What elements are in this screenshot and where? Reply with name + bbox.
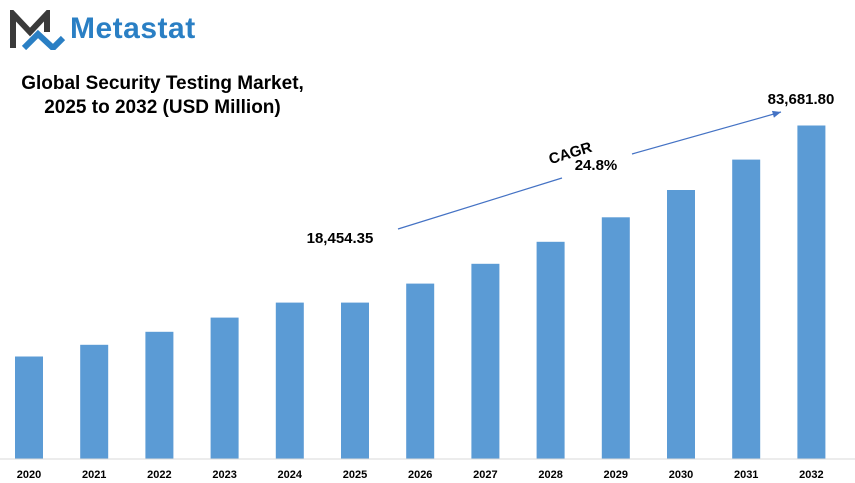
bar-2030: [667, 190, 695, 459]
brand-name: Metastat: [70, 12, 196, 45]
metastat-logo-icon: [10, 10, 66, 50]
bar-2026: [406, 283, 435, 459]
x-tick-2023: 2023: [212, 469, 236, 481]
bars-group: [15, 125, 826, 459]
chart-title-line-2: 2025 to 2032 (USD Million): [44, 97, 281, 118]
x-tick-2024: 2024: [278, 469, 303, 481]
x-tick-2022: 2022: [147, 469, 171, 481]
bar-2028: [536, 241, 565, 459]
brand-logo: Metastat: [10, 8, 240, 52]
x-tick-2031: 2031: [734, 469, 758, 481]
bar-2025: [341, 302, 369, 459]
start-value-label: 18,454.35: [307, 230, 374, 247]
cagr-arrow-line-2: [631, 110, 782, 155]
bar-2031: [732, 159, 761, 459]
x-tick-labels: 2020 2021 2022 2023 2024 2025 2026 2027 2028 2029…: [17, 469, 824, 481]
chart-title-line-1: Global Security Testing Market,: [21, 73, 304, 94]
bar-2020: [15, 356, 43, 459]
x-tick-2020: 2020: [17, 469, 41, 481]
bar-2024: [275, 302, 304, 459]
x-tick-2026: 2026: [408, 469, 432, 481]
bar-2021: [80, 344, 109, 459]
bar-2022: [145, 331, 174, 459]
x-tick-2032: 2032: [799, 469, 823, 481]
x-tick-2027: 2027: [473, 469, 497, 481]
x-tick-2028: 2028: [538, 469, 562, 481]
end-value-label: 83,681.80: [768, 91, 835, 108]
cagr-arrow-line-1: [397, 177, 563, 230]
cagr-value: 24.8%: [575, 157, 618, 174]
x-tick-2029: 2029: [604, 469, 628, 481]
bar-2027: [471, 263, 500, 459]
x-tick-2025: 2025: [343, 469, 367, 481]
chart-title: Global Security Testing Market, 2025 to …: [0, 72, 325, 120]
bar-2029: [601, 217, 630, 459]
bar-2032: [797, 125, 826, 459]
x-tick-2030: 2030: [669, 469, 693, 481]
bar-2023: [210, 317, 239, 459]
x-tick-2021: 2021: [82, 469, 106, 481]
